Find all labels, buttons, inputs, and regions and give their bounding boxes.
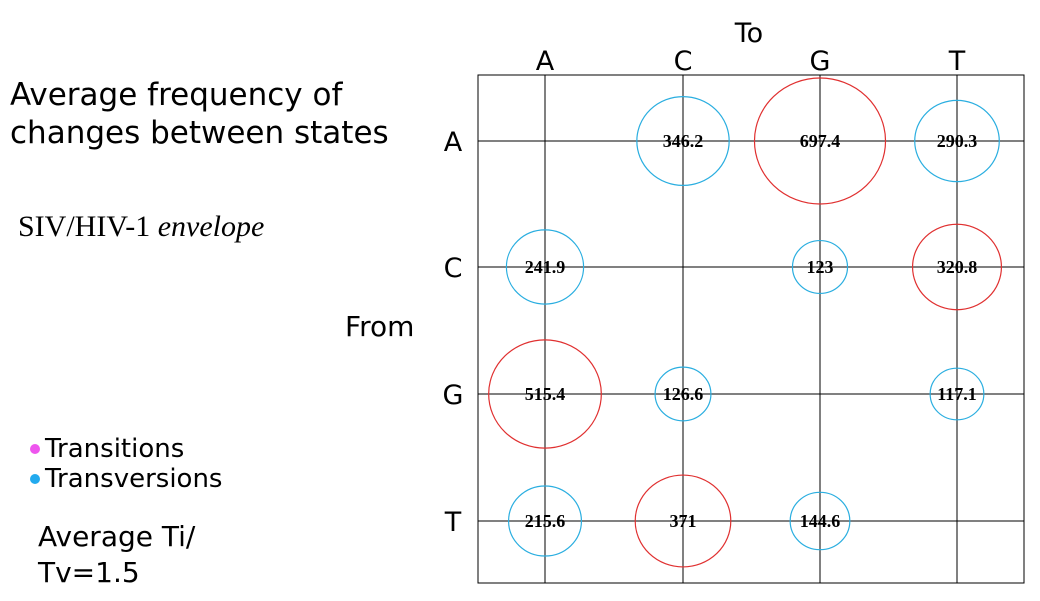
subtitle-italic: envelope <box>157 210 265 243</box>
legend-dot-transversions <box>30 474 40 484</box>
value-label-T-to-A: 215.6 <box>525 511 566 531</box>
ratio-line-2: Tv=1.5 <box>38 556 140 589</box>
row-label-C: C <box>444 253 463 284</box>
to-axis-label: To <box>734 18 763 49</box>
col-label-C: C <box>674 46 693 77</box>
value-label-G-to-T: 117.1 <box>937 384 977 404</box>
value-label-T-to-G: 144.6 <box>800 511 841 531</box>
col-label-G: G <box>810 46 831 77</box>
bubble-T-to-G <box>789 491 851 551</box>
legend-label-transversions: Transversions <box>45 464 223 494</box>
legend-dot-transitions <box>30 444 40 454</box>
row-label-T: T <box>444 507 462 538</box>
value-label-A-to-C: 346.2 <box>663 131 704 151</box>
value-label-T-to-C: 371 <box>670 511 697 531</box>
col-label-T: T <box>948 46 966 77</box>
value-label-A-to-G: 697.4 <box>800 131 841 151</box>
bubble-G-to-C <box>654 366 712 422</box>
row-label-G: G <box>443 380 464 411</box>
bubble-T-to-A <box>507 485 583 557</box>
value-label-A-to-T: 290.3 <box>937 131 978 151</box>
bubble-A-to-C <box>636 96 730 186</box>
bubble-C-to-T <box>911 223 1003 311</box>
bubble-A-to-G <box>753 77 887 205</box>
chart-layer: A C G T A C G T 346.2 697.4 290.3 241.9 123 320.8 515.… <box>443 46 1025 584</box>
bubble-G-to-T <box>929 367 985 421</box>
value-label-C-to-A: 241.9 <box>525 257 566 277</box>
value-label-C-to-G: 123 <box>807 257 834 277</box>
bubble-C-to-G <box>791 239 849 295</box>
legend-label-transitions: Transitions <box>45 434 185 464</box>
title-line-2: changes between states <box>10 115 389 151</box>
value-label-C-to-T: 320.8 <box>937 257 978 277</box>
bubble-T-to-C <box>634 474 732 568</box>
bubble-A-to-T <box>914 99 1000 183</box>
col-label-A: A <box>536 46 555 77</box>
title-line-1: Average frequency of <box>10 77 343 113</box>
chart-frame <box>477 74 1025 584</box>
legend-item-transitions: Transitions <box>30 434 184 464</box>
bubble-G-to-A <box>488 339 602 449</box>
subtitle: SIV/HIV-1 envelope <box>18 210 264 244</box>
legend-item-transversions: Transversions <box>30 464 222 494</box>
ratio-line-1: Average Ti/ <box>38 520 196 553</box>
bubble-C-to-A <box>505 229 585 305</box>
row-label-A: A <box>444 127 463 158</box>
subtitle-main: SIV/HIV-1 <box>18 210 151 243</box>
value-label-G-to-C: 126.6 <box>663 384 704 404</box>
from-axis-label: From <box>345 310 415 343</box>
value-label-G-to-A: 515.4 <box>525 384 566 404</box>
